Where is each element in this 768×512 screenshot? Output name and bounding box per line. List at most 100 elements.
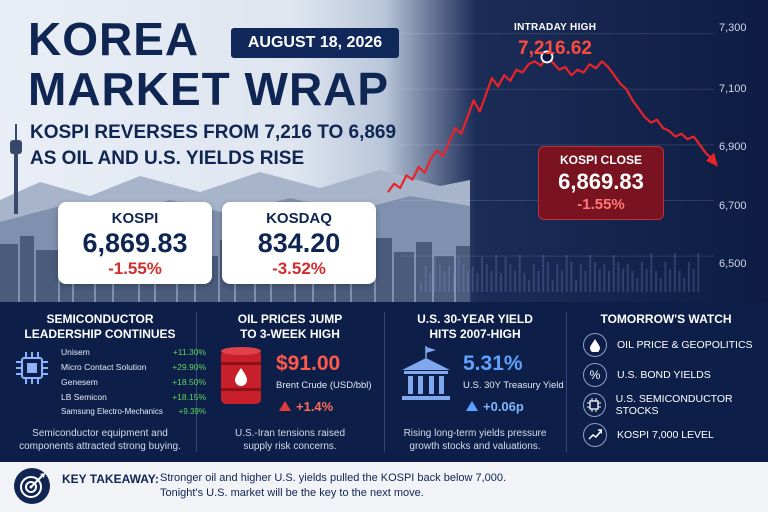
watch-item-label: KOSPI 7,000 LEVEL bbox=[617, 429, 714, 441]
watch-item-oil: OIL PRICE & GEOPOLITICS bbox=[583, 332, 753, 358]
bank-building-icon bbox=[402, 346, 450, 400]
volume-bar bbox=[570, 262, 573, 292]
down-arrow-icon bbox=[706, 152, 718, 167]
takeaway-label: KEY TAKEAWAY: bbox=[62, 472, 159, 486]
y-tick-label: 6,900 bbox=[719, 141, 747, 153]
volume-bar bbox=[490, 271, 493, 292]
volume-bar bbox=[438, 264, 441, 292]
volume-bar bbox=[683, 278, 686, 292]
watch-panel-title: TOMORROW'S WATCH bbox=[600, 312, 732, 326]
watch-item-semis: U.S. SEMICONDUCTOR STOCKS bbox=[583, 392, 768, 418]
stock-name: Unisem bbox=[61, 347, 90, 357]
close-change: -1.55% bbox=[577, 196, 625, 213]
stock-change: +18.15% bbox=[172, 392, 206, 402]
yield-foot-line-1: Rising long-term yields pressure bbox=[403, 428, 547, 439]
volume-bar bbox=[655, 271, 657, 292]
watch-item-kospi: KOSPI 7,000 LEVEL bbox=[583, 422, 714, 448]
page-title: KOREA MARKET WRAP bbox=[28, 14, 389, 114]
takeaway-line-2: Tonight's U.S. market will be the key to… bbox=[160, 487, 424, 499]
semis-title-line-2: LEADERSHIP CONTINUES bbox=[24, 327, 176, 341]
volume-bar bbox=[645, 269, 648, 292]
stock-name: Samsung Electro-Mechanics bbox=[61, 407, 163, 416]
volume-bar bbox=[467, 271, 469, 292]
watch-item-label: OIL PRICE & GEOPOLITICS bbox=[617, 339, 753, 351]
title-line-2: MARKET WRAP bbox=[28, 63, 390, 115]
volume-bar bbox=[420, 282, 422, 292]
semis-title-line-1: SEMICONDUCTOR bbox=[46, 312, 154, 326]
volume-bar bbox=[575, 280, 578, 292]
volume-bar bbox=[561, 271, 563, 292]
panel-divider bbox=[196, 312, 197, 452]
volume-bar bbox=[429, 273, 432, 292]
yield-footnote: Rising long-term yields pressure growth … bbox=[388, 427, 562, 453]
volume-bar bbox=[523, 273, 526, 292]
kosdaq-card: KOSDAQ 834.20 -3.52% bbox=[222, 202, 376, 284]
volume-bar bbox=[532, 264, 535, 292]
volume-bar bbox=[687, 262, 690, 292]
oil-change: +1.4% bbox=[296, 399, 334, 414]
stock-change: +18.50% bbox=[172, 377, 206, 387]
volume-bar bbox=[598, 269, 601, 292]
panel-divider bbox=[384, 312, 385, 452]
volume-bar bbox=[434, 257, 437, 292]
kospi-card-label: KOSPI bbox=[111, 210, 159, 227]
yield-panel-title: U.S. 30-YEAR YIELD HITS 2007-HIGH bbox=[388, 312, 562, 342]
stock-change: +29.90% bbox=[172, 362, 206, 372]
volume-bar bbox=[664, 262, 667, 292]
volume-bar bbox=[556, 264, 559, 292]
kosdaq-card-change: -3.52% bbox=[272, 259, 326, 278]
volume-bar bbox=[424, 266, 427, 292]
list-item: Genesem +18.50% bbox=[61, 377, 206, 389]
y-tick-label: 6,500 bbox=[719, 258, 747, 270]
chip-icon bbox=[583, 393, 606, 417]
oil-drop-icon bbox=[583, 333, 607, 357]
list-item: Samsung Electro-Mechanics +9.39% bbox=[61, 407, 206, 419]
volume-bar bbox=[448, 266, 451, 292]
volume-bar bbox=[659, 278, 662, 292]
volume-bar bbox=[471, 266, 474, 292]
hero-section: KOREA MARKET WRAP AUGUST 18, 2026 KOSPI … bbox=[0, 0, 768, 302]
volume-bar bbox=[669, 269, 672, 292]
y-tick-label: 6,700 bbox=[719, 200, 747, 212]
percent-icon: % bbox=[583, 363, 607, 387]
volume-bar bbox=[678, 271, 681, 292]
volume-bar bbox=[509, 264, 512, 292]
oil-price: $91.00 bbox=[276, 352, 341, 375]
y-tick-label: 7,100 bbox=[719, 83, 747, 95]
yield-change: +0.06p bbox=[483, 399, 524, 414]
intraday-high-marker bbox=[540, 50, 554, 64]
volume-bar bbox=[518, 255, 521, 292]
key-takeaway-bar bbox=[0, 462, 768, 512]
volume-bar bbox=[612, 255, 615, 292]
yield-foot-line-2: growth stocks and valuations. bbox=[409, 441, 541, 452]
semis-foot-line-2: components attracted strong buying. bbox=[19, 441, 181, 452]
volume-bar bbox=[514, 271, 516, 292]
oil-foot-line-2: supply risk concerns. bbox=[243, 441, 337, 452]
list-item: LB Semicon +18.15% bbox=[61, 392, 206, 404]
triangle-up-icon bbox=[466, 401, 478, 411]
yield-label: U.S. 30Y Treasury Yield bbox=[463, 380, 564, 391]
stock-name: Micro Contact Solution bbox=[61, 362, 147, 372]
watch-item-label: U.S. BOND YIELDS bbox=[617, 369, 711, 381]
volume-bar bbox=[636, 278, 639, 292]
headline-line-2: AS OIL AND U.S. YIELDS RISE bbox=[30, 148, 305, 169]
watch-item-label: U.S. SEMICONDUCTOR STOCKS bbox=[615, 393, 733, 417]
close-value: 6,869.83 bbox=[558, 169, 644, 194]
volume-bar bbox=[589, 255, 592, 292]
volume-bar bbox=[546, 262, 549, 292]
kospi-card-value: 6,869.83 bbox=[82, 228, 188, 258]
triangle-up-icon bbox=[279, 401, 291, 411]
oil-foot-line-1: U.S.-Iran tensions raised bbox=[234, 428, 346, 439]
kosdaq-card-value: 834.20 bbox=[257, 228, 341, 258]
y-tick-label: 7,300 bbox=[719, 22, 747, 34]
headline: KOSPI REVERSES FROM 7,216 TO 6,869 AS OI… bbox=[30, 120, 420, 172]
volume-bar bbox=[495, 255, 498, 292]
volume-bar bbox=[452, 273, 455, 292]
trend-icon bbox=[583, 423, 607, 447]
volume-bar bbox=[565, 255, 568, 292]
volume-bar bbox=[593, 262, 596, 292]
oil-label: Brent Crude (USD/bbl) bbox=[276, 380, 372, 391]
volume-bar bbox=[499, 273, 502, 292]
volume-bar bbox=[476, 273, 479, 292]
oil-title-line-1: OIL PRICES JUMP bbox=[237, 312, 343, 326]
